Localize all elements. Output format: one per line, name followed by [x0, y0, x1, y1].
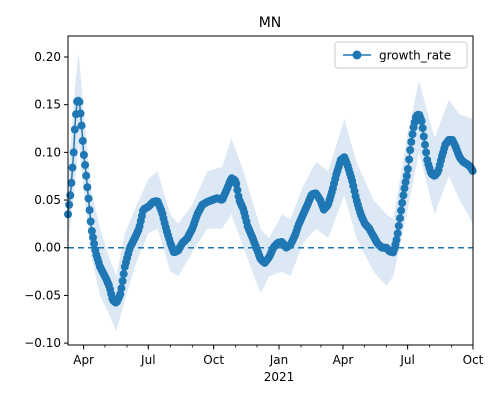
chart-title: MN — [259, 15, 282, 31]
data-point — [68, 163, 77, 172]
data-point — [405, 155, 414, 164]
data-point — [406, 146, 415, 154]
data-point — [232, 180, 241, 188]
data-point — [419, 132, 428, 141]
y-tick-label: 0.15 — [34, 98, 61, 112]
data-point — [422, 148, 431, 157]
data-point — [69, 148, 78, 157]
y-tick-label: −0.05 — [24, 288, 61, 302]
legend: growth_rate — [334, 41, 468, 69]
x-tick-label: Jan — [269, 353, 289, 367]
y-tick-label: 0.10 — [34, 145, 61, 159]
data-point — [70, 125, 79, 134]
data-point — [233, 186, 242, 195]
axes-frame — [67, 35, 474, 346]
data-point — [78, 136, 87, 145]
y-tick-label: 0.20 — [34, 50, 61, 64]
x-tick-label: Oct — [203, 353, 224, 367]
data-point — [118, 277, 127, 285]
data-point — [67, 178, 76, 187]
data-point — [117, 284, 126, 293]
data-point — [396, 214, 404, 223]
x-tick-label: Apr — [333, 353, 354, 367]
x-tick-label: Jul — [140, 353, 155, 367]
data-point — [82, 171, 91, 180]
data-point — [76, 109, 85, 118]
data-point — [81, 161, 90, 170]
x-year-label: 2021 — [264, 370, 295, 384]
data-point — [407, 137, 416, 146]
y-tick-label: 0.00 — [34, 241, 61, 255]
data-point — [393, 229, 402, 238]
data-point — [77, 121, 86, 130]
data-point — [85, 206, 94, 215]
data-point — [86, 217, 95, 226]
x-tick-label: Jul — [399, 353, 414, 367]
data-point — [79, 150, 88, 159]
data-point — [83, 183, 92, 192]
x-tick-label: Apr — [73, 353, 94, 367]
y-tick-label: −0.10 — [24, 336, 61, 350]
data-point — [75, 97, 84, 106]
data-point — [119, 269, 128, 278]
data-point — [402, 172, 411, 180]
data-point — [397, 206, 406, 215]
y-tick-label: 0.05 — [34, 193, 61, 207]
data-point — [400, 184, 409, 193]
legend-marker — [352, 50, 362, 60]
legend-label: growth_rate — [379, 49, 451, 63]
confidence-band — [68, 52, 473, 332]
legend-box — [334, 41, 468, 69]
data-point — [421, 140, 429, 149]
data-point — [417, 117, 426, 126]
data-point — [116, 290, 125, 299]
data-point — [87, 227, 96, 235]
data-point — [398, 198, 407, 207]
data-point — [403, 165, 412, 173]
data-point — [65, 200, 74, 209]
data-point — [394, 221, 403, 230]
data-point — [399, 191, 408, 200]
data-point — [401, 178, 410, 187]
data-point — [89, 233, 97, 242]
x-tick-label: Oct — [463, 353, 484, 367]
data-point — [408, 130, 417, 139]
data-point — [418, 124, 427, 133]
data-point — [84, 194, 93, 203]
plot-area — [64, 52, 477, 332]
data-point — [392, 235, 401, 244]
axes: −0.10 −0.05 0.00 0.05 0.10 0.15 0.20 Apr Jul Oct J… — [24, 35, 484, 384]
data-point — [90, 239, 99, 248]
